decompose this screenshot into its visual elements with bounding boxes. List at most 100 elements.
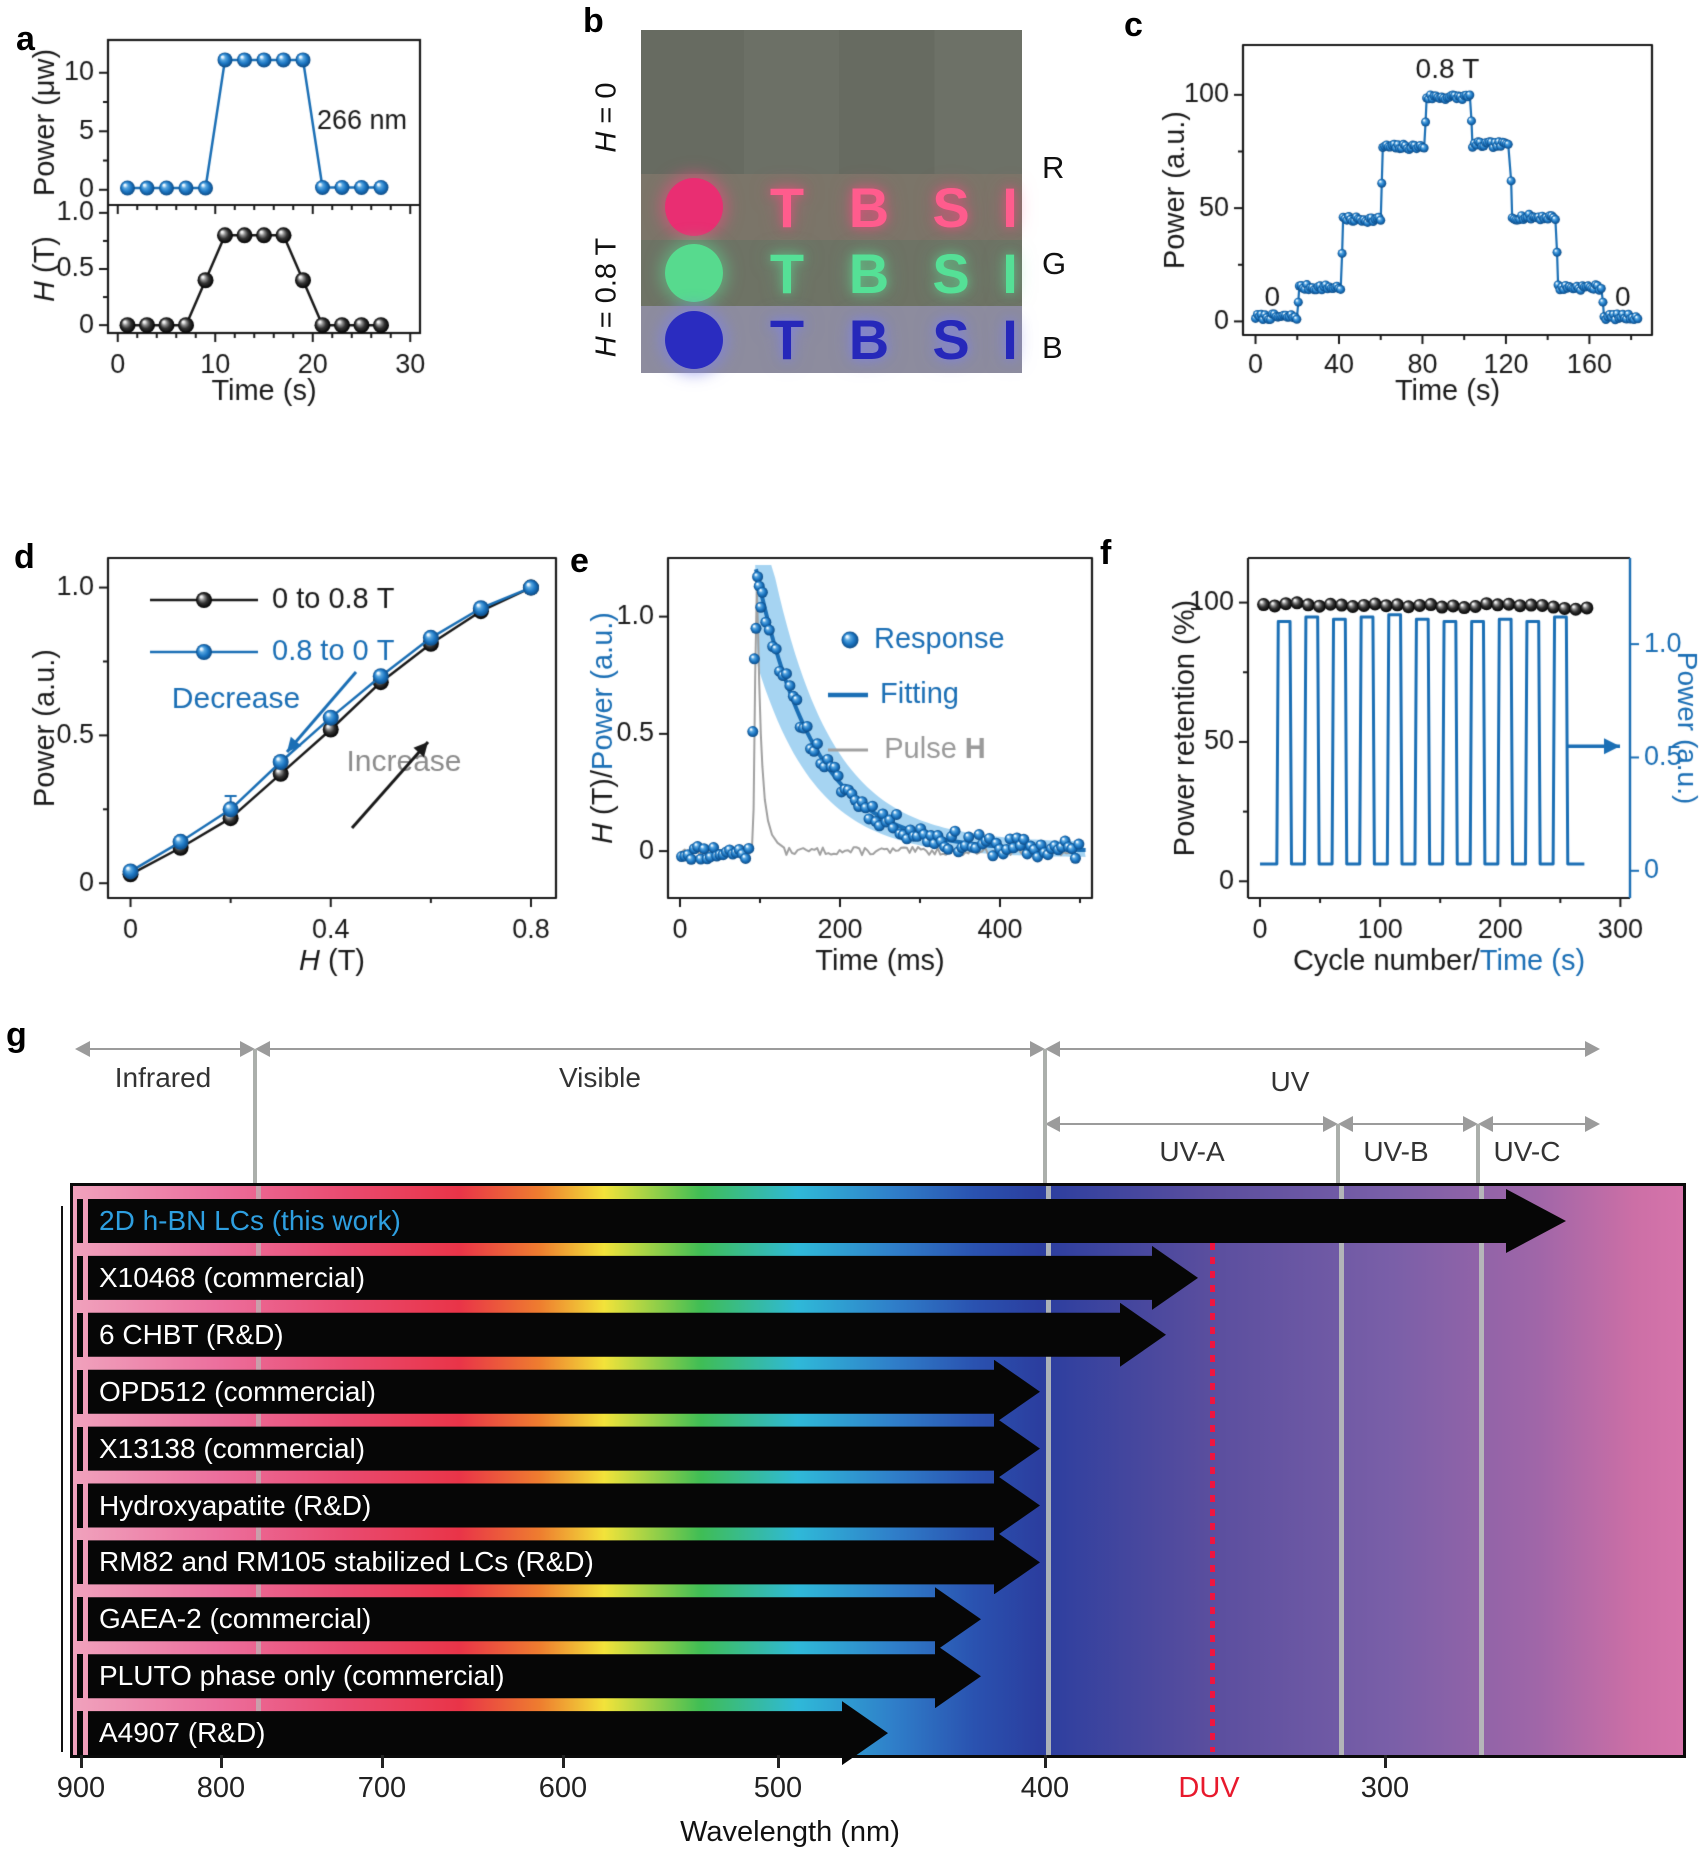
duv-dotted-line <box>1209 1243 1215 1752</box>
uv-arrow-seg2-left-arrowhead-icon <box>1478 1116 1493 1132</box>
wavelength-tick-label: 600 <box>538 1772 588 1804</box>
boundary-line-3 <box>1478 1186 1484 1755</box>
spectrum-arrow-seg1-right-arrowhead-icon <box>1030 1041 1045 1057</box>
material-bar-4 <box>88 1417 1040 1481</box>
photo-letter: I <box>1002 175 1018 239</box>
photo-band-h0 <box>641 30 1022 174</box>
uv-arrow-seg1-right-arrowhead-icon <box>1463 1116 1478 1132</box>
material-bar-9 <box>88 1701 888 1765</box>
photo-letter-cell: T <box>746 174 828 240</box>
panel-letter-e: e <box>570 542 589 580</box>
material-bar-label: RM82 and RM105 stabilized LCs (R&D) <box>99 1546 594 1578</box>
photo-circle <box>641 174 746 240</box>
material-bar-3 <box>88 1360 1040 1424</box>
wavelength-tick-label: 500 <box>753 1772 803 1804</box>
sample-dot <box>664 178 723 236</box>
material-bar-label: 6 CHBT (R&D) <box>99 1318 284 1350</box>
wavelength-tick-label: 700 <box>357 1772 407 1804</box>
uv-arrow-seg2-right-arrowhead-icon <box>1585 1116 1600 1132</box>
uv-arrow-seg1 <box>1346 1122 1470 1126</box>
region-label-uvb: UV-B <box>1363 1136 1429 1167</box>
region-label-uva: UV-A <box>1159 1136 1225 1167</box>
channel-label-r: R <box>1042 150 1065 185</box>
wavelength-tick-label: 800 <box>196 1772 246 1804</box>
material-bar-label: A4907 (R&D) <box>99 1717 266 1749</box>
spectrum-box: 2D h-BN LCs (this work) X10468 (commercia… <box>70 1183 1686 1758</box>
material-bar-1 <box>88 1246 1198 1310</box>
region-label-infrared: Infrared <box>114 1062 212 1093</box>
bar-stub-0 <box>77 1199 83 1243</box>
panel-letter-a: a <box>16 20 35 58</box>
boundary-dropline-2 <box>1336 1124 1340 1183</box>
wavelength-tick-label: 300 <box>1360 1772 1410 1804</box>
boundary-dropline-3 <box>1476 1124 1480 1183</box>
boundary-dropline-1 <box>1043 1049 1047 1183</box>
duv-label: DUV <box>1178 1772 1240 1804</box>
panel-letter-d: d <box>14 538 35 576</box>
g-axis-spine <box>61 1206 63 1752</box>
bar-stub-8 <box>77 1654 83 1699</box>
photo-letter-cell: I <box>992 306 1028 373</box>
material-bar-label: GAEA-2 (commercial) <box>99 1603 372 1635</box>
sample-dot <box>664 244 723 302</box>
photo-letter: S <box>932 175 970 239</box>
material-bar-0 <box>88 1189 1566 1253</box>
bar-stub-5 <box>77 1483 83 1528</box>
uv-arrow-seg0-left-arrowhead-icon <box>1045 1116 1060 1132</box>
material-bar-8 <box>88 1644 981 1708</box>
region-label-uv: UV <box>1270 1066 1310 1097</box>
bar-stub-1 <box>77 1255 83 1300</box>
photo-letter-cell: I <box>992 174 1028 240</box>
bar-stub-6 <box>77 1540 83 1585</box>
bar-stub-9 <box>77 1711 83 1756</box>
wavelength-tick <box>776 1755 780 1768</box>
boundary-line-2 <box>1338 1186 1344 1755</box>
uv-arrow-seg1-left-arrowhead-icon <box>1338 1116 1353 1132</box>
panel-letter-g: g <box>6 1016 27 1054</box>
wavelength-axis-title: Wavelength (nm) <box>680 1816 900 1848</box>
spectrum-arrow-seg0 <box>83 1047 247 1051</box>
bar-stub-4 <box>77 1426 83 1471</box>
panel-letter-f: f <box>1100 534 1112 572</box>
photo-letter: T <box>769 308 805 371</box>
channel-label-b: B <box>1042 330 1063 365</box>
spectrum-arrow-seg0-right-arrowhead-icon <box>240 1041 255 1057</box>
material-bar-label: 2D h-BN LCs (this work) <box>99 1205 401 1236</box>
spectrum-arrow-seg2-left-arrowhead-icon <box>1045 1041 1060 1057</box>
photo-letter-cell: S <box>910 240 992 306</box>
photo-circle <box>641 240 746 306</box>
material-bar-label: Hydroxyapatite (R&D) <box>99 1489 372 1521</box>
spectrum-arrow-seg2 <box>1053 1047 1592 1051</box>
photo-letter: B <box>848 241 890 305</box>
photo-letter-cell: S <box>910 306 992 373</box>
photo-letter: I <box>1002 241 1018 305</box>
spectrum-arrow-seg1-left-arrowhead-icon <box>255 1041 270 1057</box>
panel-letter-c: c <box>1124 6 1143 44</box>
bar-stub-2 <box>77 1312 83 1357</box>
spectrum-arrow-seg1 <box>263 1047 1037 1051</box>
panel-letter-b: b <box>583 2 604 40</box>
channel-label-g: G <box>1042 246 1067 281</box>
photo-letter: B <box>848 308 890 371</box>
material-bar-label: X13138 (commercial) <box>99 1432 366 1464</box>
photo-letter-cell: B <box>828 306 910 373</box>
field-label-h08: H = 0.8 T <box>590 237 623 358</box>
wavelength-tick <box>1043 1755 1047 1768</box>
material-bar-2 <box>88 1303 1166 1367</box>
wavelength-tick <box>219 1755 223 1768</box>
boundary-line-1 <box>1045 1186 1051 1755</box>
field-label-h0: H = 0 <box>590 82 623 153</box>
boundary-dropline-0 <box>253 1049 257 1183</box>
photo-letter-cell: I <box>992 240 1028 306</box>
material-bar-7 <box>88 1587 981 1651</box>
region-label-visible: Visible <box>559 1062 641 1093</box>
photo-letter: S <box>932 241 970 305</box>
wavelength-tick-label: 900 <box>56 1772 106 1804</box>
photo-letter: B <box>848 175 890 239</box>
photo-letter-cell: B <box>828 174 910 240</box>
bar-stub-3 <box>77 1369 83 1414</box>
